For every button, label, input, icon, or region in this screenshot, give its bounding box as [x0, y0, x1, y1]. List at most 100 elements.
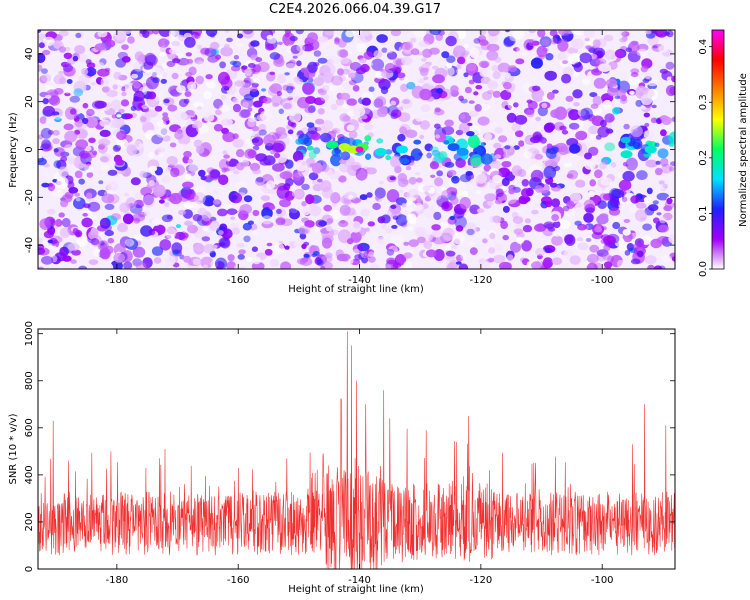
heatmap-cell — [453, 45, 466, 59]
heatmap-cell — [159, 239, 172, 251]
heatmap-cell — [169, 142, 177, 148]
heatmap-cell — [434, 123, 441, 129]
heatmap-cell — [187, 81, 197, 92]
heatmap-cell — [162, 39, 170, 46]
heatmap-cell — [123, 30, 132, 35]
heatmap-cell — [99, 247, 111, 260]
heatmap-cell — [661, 163, 672, 174]
heatmap-cell — [494, 243, 503, 251]
heatmap-cell — [476, 208, 485, 214]
heatmap-cell — [660, 129, 667, 137]
heatmap-cell — [290, 44, 301, 54]
heatmap-cell — [415, 172, 421, 176]
heatmap-cell — [663, 205, 673, 212]
heatmap-cell — [347, 194, 354, 199]
heatmap-cell — [618, 179, 632, 191]
heatmap-cell — [391, 224, 398, 229]
heatmap-cell — [650, 238, 662, 249]
heatmap-cell — [385, 155, 392, 161]
heatmap-cell — [405, 206, 413, 211]
heatmap-cell — [258, 123, 267, 132]
heatmap-cell — [513, 228, 524, 235]
heatmap-cell — [562, 60, 568, 65]
heatmap-cell — [301, 183, 310, 191]
heatmap-cell — [337, 137, 347, 144]
heatmap-cell — [68, 156, 76, 165]
heatmap-cell — [504, 193, 518, 205]
heatmap-cell — [545, 201, 553, 208]
heatmap-cell — [104, 203, 115, 210]
heatmap-cell — [287, 129, 294, 135]
heatmap-cell — [644, 145, 657, 154]
colorbar-bar — [711, 29, 725, 270]
heatmap-cell — [377, 236, 385, 244]
heatmap-cell — [178, 209, 186, 216]
heatmap-cell — [201, 236, 211, 242]
heatmap-cell — [71, 249, 81, 256]
heatmap-cell — [292, 150, 304, 163]
heatmap-cell — [178, 98, 189, 108]
heatmap-cell — [116, 114, 122, 118]
heatmap-cell — [360, 252, 368, 259]
heatmap-cell — [171, 72, 179, 80]
heatmap-cell — [551, 198, 561, 208]
heatmap-cell — [248, 116, 257, 123]
heatmap-cell — [659, 216, 667, 224]
heatmap-cell — [302, 207, 311, 216]
heatmap-cell — [164, 201, 170, 208]
heatmap-cell — [209, 250, 216, 258]
heatmap-cell — [564, 249, 574, 259]
heatmap-cell — [498, 135, 508, 143]
heatmap-cell — [166, 156, 178, 166]
heatmap-cell — [123, 261, 133, 269]
heatmap-cell — [445, 244, 452, 251]
heatmap-cell — [528, 30, 536, 34]
heatmap-cell — [628, 75, 641, 86]
heatmap-cell — [539, 137, 547, 144]
heatmap-cell — [178, 143, 188, 151]
heatmap-cell — [558, 30, 572, 36]
heatmap-cell — [38, 52, 46, 64]
heatmap-cell — [224, 75, 230, 80]
heatmap-cell — [58, 166, 69, 178]
heatmap-cell — [376, 107, 388, 118]
y-tick-label: -40 — [24, 237, 35, 253]
heatmap-cell — [364, 227, 370, 232]
heatmap-cell — [176, 85, 186, 93]
heatmap-cell — [307, 126, 318, 135]
heatmap-cell — [508, 188, 515, 195]
heatmap-cell — [557, 51, 567, 61]
heatmap-cell — [86, 161, 92, 166]
y-tick-label: 800 — [24, 371, 35, 390]
heatmap-cell — [671, 116, 675, 123]
heatmap-cell — [92, 249, 102, 257]
heatmap-cell — [218, 104, 231, 113]
heatmap-cell — [447, 262, 459, 269]
heatmap-cell — [338, 175, 347, 183]
heatmap-cell — [604, 49, 616, 60]
heatmap-cell — [445, 66, 455, 77]
heatmap-cell — [44, 85, 55, 92]
heatmap-cell — [340, 220, 346, 224]
heatmap-cell — [666, 197, 673, 205]
heatmap-cell — [446, 55, 456, 63]
heatmap-cell — [450, 85, 459, 93]
heatmap-cell — [154, 105, 163, 112]
heatmap-cell — [130, 177, 141, 186]
heatmap-cell — [184, 91, 192, 97]
heatmap-cell — [64, 46, 71, 52]
heatmap-cell — [147, 91, 157, 100]
heatmap-cell — [656, 118, 662, 125]
heatmap-cell — [66, 79, 73, 84]
heatmap-cell — [413, 30, 427, 38]
heatmap-cell — [583, 30, 595, 38]
heatmap-cell — [445, 250, 456, 257]
heatmap-cell — [72, 228, 79, 235]
heatmap-cell — [236, 242, 245, 248]
x-tick-label: -100 — [591, 275, 614, 286]
heatmap-cell — [380, 86, 389, 95]
heatmap-cell — [384, 62, 396, 74]
heatmap-cell — [523, 151, 532, 159]
heatmap-cell — [514, 114, 528, 125]
heatmap-cell — [279, 171, 293, 180]
